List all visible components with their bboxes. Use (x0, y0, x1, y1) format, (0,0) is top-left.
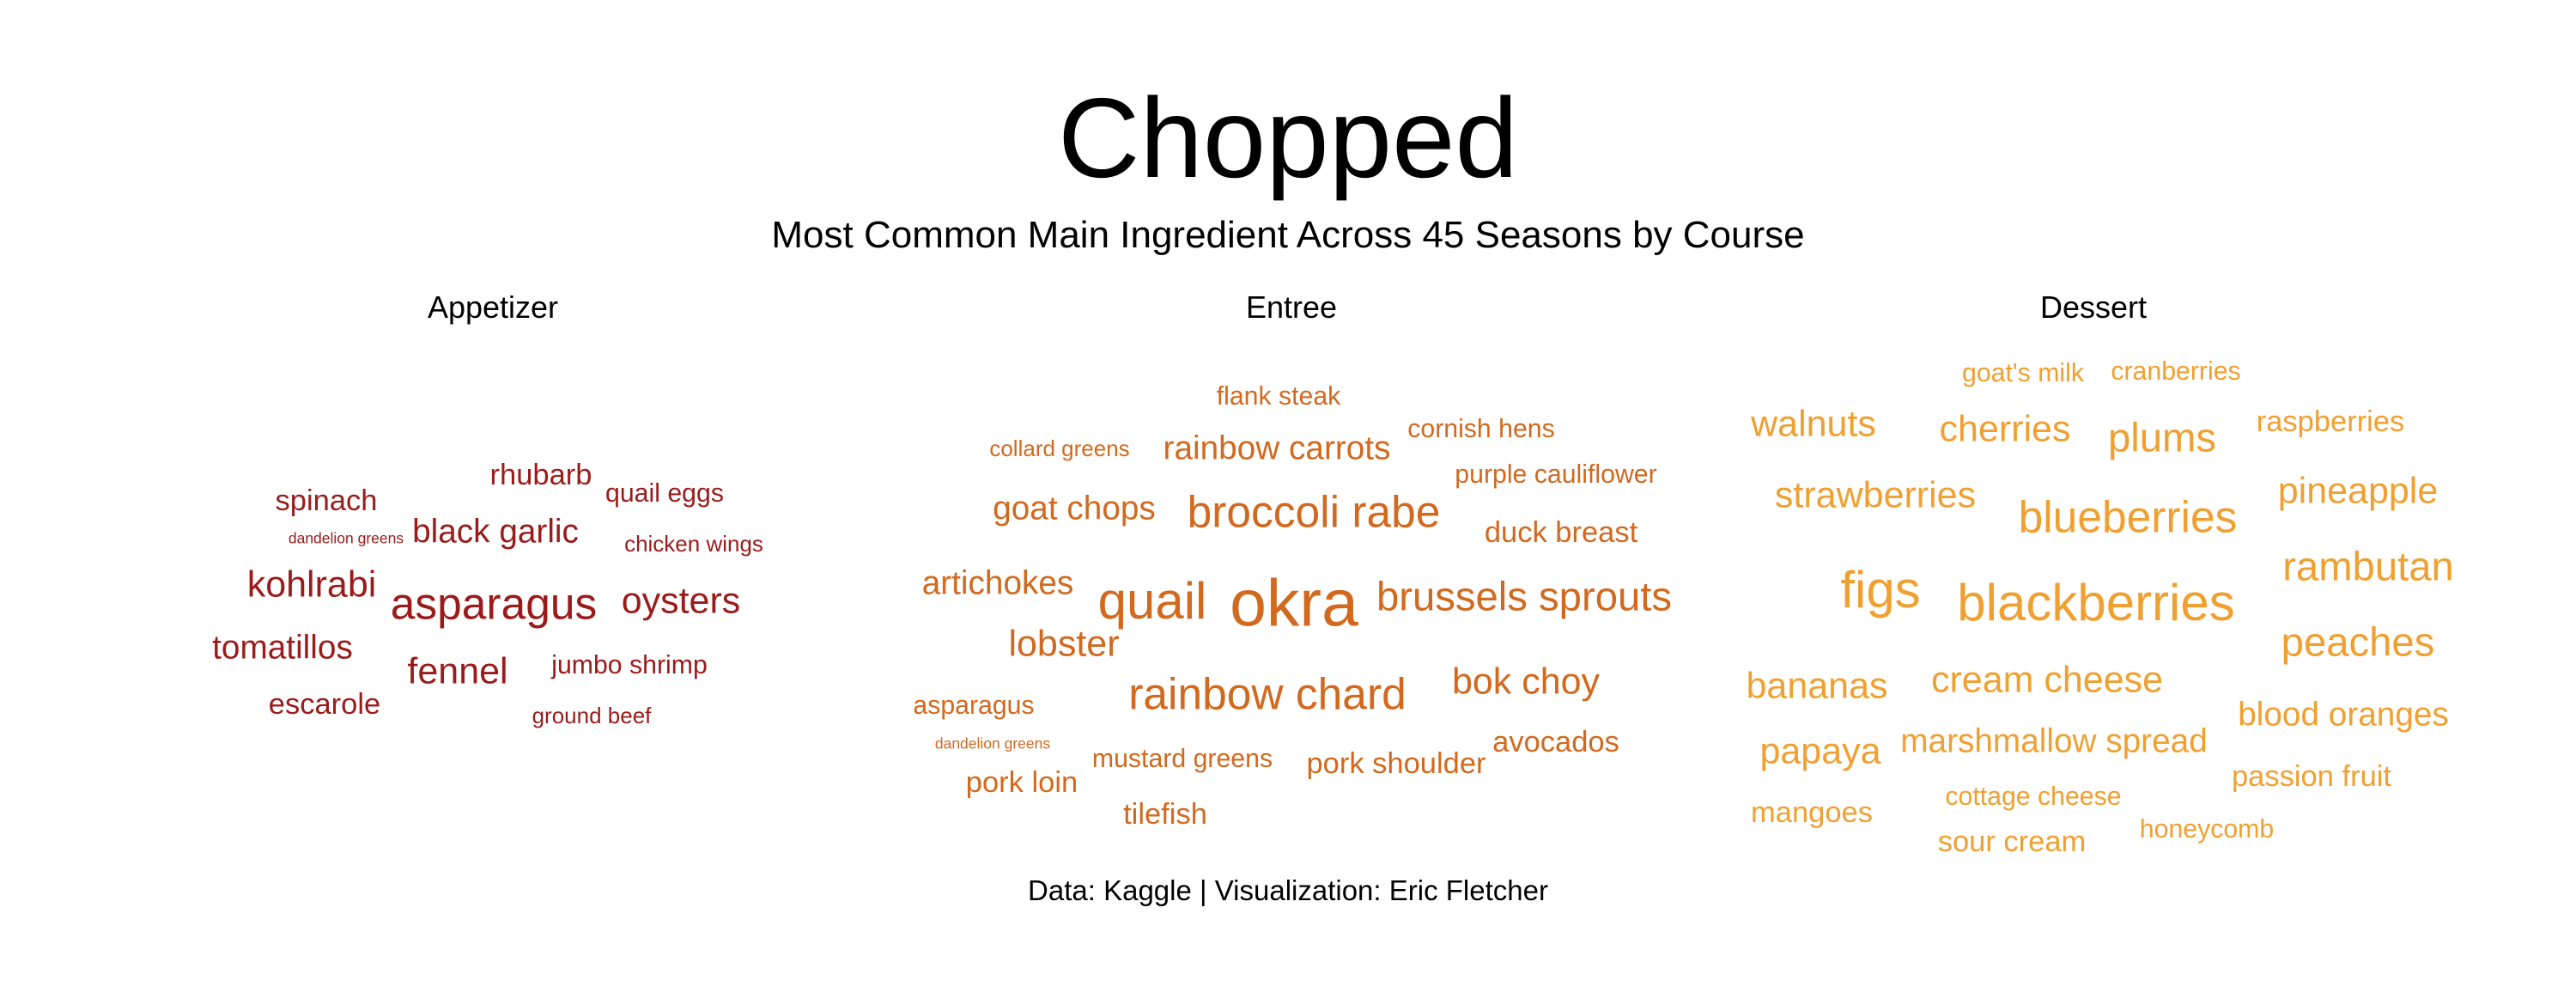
panel-title-dessert: Dessert (2039, 289, 2148, 325)
word-marshmallow-spread: marshmallow spread (1900, 722, 2208, 760)
chart-subtitle: Most Common Main Ingredient Across 45 Se… (771, 214, 1805, 256)
word-quail-eggs: quail eggs (605, 478, 724, 508)
word-quail: quail (1097, 572, 1207, 630)
word-brussels-sprouts: brussels sprouts (1376, 574, 1673, 620)
word-bok-choy: bok choy (1451, 661, 1601, 703)
word-mustard-greens: mustard greens (1091, 744, 1273, 773)
word-cranberries: cranberries (2111, 356, 2241, 386)
word-jumbo-shrimp: jumbo shrimp (551, 650, 708, 679)
word-tilefish: tilefish (1123, 797, 1207, 831)
word-kohlrabi: kohlrabi (246, 563, 377, 606)
word-raspberries: raspberries (2256, 405, 2405, 438)
word-bananas: bananas (1746, 665, 1888, 707)
word-pork-shoulder: pork shoulder (1306, 746, 1486, 780)
word-walnuts: walnuts (1751, 403, 1876, 445)
word-cottage-cheese: cottage cheese (1945, 782, 2122, 811)
word-purple-cauliflower: purple cauliflower (1455, 460, 1657, 489)
word-dandelion-greens: dandelion greens (288, 529, 404, 547)
word-asparagus: asparagus (390, 578, 598, 629)
word-okra: okra (1230, 566, 1358, 641)
word-fennel: fennel (407, 650, 508, 692)
chart-title: Chopped (1058, 75, 1518, 201)
word-sour-cream: sour cream (1937, 825, 2087, 858)
word-pork-loin: pork loin (965, 765, 1078, 799)
word-black-garlic: black garlic (412, 513, 579, 551)
word-collard-greens: collard greens (989, 436, 1130, 461)
word-escarole: escarole (268, 687, 381, 721)
word-tomatillos: tomatillos (212, 629, 353, 667)
word-artichokes: artichokes (921, 564, 1074, 602)
word-oysters: oysters (621, 580, 741, 622)
word-blueberries: blueberries (2018, 491, 2238, 542)
word-goat-chops: goat chops (993, 490, 1156, 527)
word-figs: figs (1840, 561, 1921, 618)
word-pineapple: pineapple (2277, 470, 2439, 512)
word-mangoes: mangoes (1751, 795, 1873, 829)
word-cream-cheese: cream cheese (1930, 659, 2164, 701)
word-peaches: peaches (2281, 619, 2435, 666)
word-passion-fruit: passion fruit (2231, 759, 2392, 793)
word-rainbow-chard: rainbow chard (1128, 668, 1406, 719)
word-chicken-wings: chicken wings (624, 531, 763, 557)
word-flank-steak: flank steak (1216, 381, 1341, 411)
panel-title-entree: Entree (1245, 289, 1338, 325)
word-cherries: cherries (1939, 408, 2071, 450)
word-lobster: lobster (1008, 623, 1120, 665)
word-broccoli-rabe: broccoli rabe (1187, 486, 1441, 537)
word-plums: plums (2107, 415, 2217, 461)
word-rhubarb: rhubarb (489, 458, 592, 491)
word-rambutan: rambutan (2282, 544, 2454, 590)
word-cornish-hens: cornish hens (1407, 414, 1555, 443)
chart-caption: Data: Kaggle | Visualization: Eric Fletc… (1028, 874, 1548, 906)
word-avocados: avocados (1492, 725, 1619, 758)
word-spinach: spinach (275, 484, 378, 517)
word-duck-breast: duck breast (1484, 515, 1638, 549)
word-honeycomb: honeycomb (2139, 814, 2275, 844)
word-papaya: papaya (1759, 730, 1881, 772)
word-asparagus: asparagus (913, 691, 1035, 720)
word-blood-oranges: blood oranges (2238, 696, 2449, 734)
panel-title-appetizer: Appetizer (427, 289, 559, 325)
word-strawberries: strawberries (1774, 474, 1977, 516)
word-ground-beef: ground beef (532, 703, 652, 728)
word-blackberries: blackberries (1957, 574, 2235, 631)
word-dandelion-greens: dandelion greens (934, 734, 1051, 752)
word-goat-s-milk: goat's milk (1962, 358, 2084, 387)
word-rainbow-carrots: rainbow carrots (1163, 429, 1391, 467)
